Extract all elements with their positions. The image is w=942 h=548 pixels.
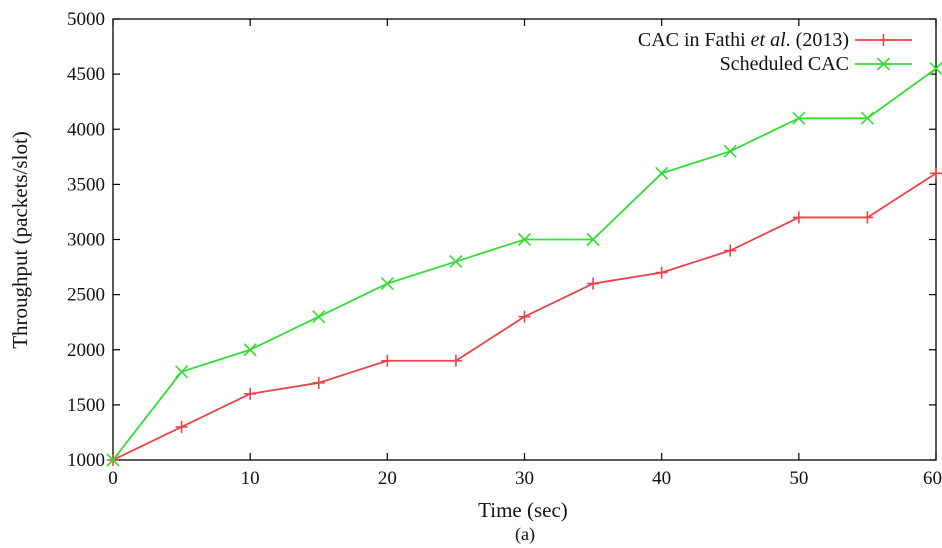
series-1-point [381,354,394,367]
x-axis-label: Time (sec) [478,498,568,522]
y-tick-label: 4500 [67,64,105,85]
x-tick-label: 0 [108,468,118,489]
y-tick-label: 3500 [67,174,105,195]
y-tick-label: 2000 [67,340,105,361]
series-2-point [106,453,120,467]
series-1 [107,167,942,466]
x-tick-label: 20 [378,468,397,489]
axes: 1000 1500 2000 2500 3000 3500 4000 4500 5000 0 10 2… [67,9,942,489]
series-layer [106,62,942,467]
legend-text-italic: et al [751,29,786,51]
legend-label-2: Scheduled CAC [720,53,849,75]
series-2-point [929,62,942,76]
x-tick-label: 10 [241,468,260,489]
series-2-point [175,365,189,379]
series-2-point [792,111,806,125]
legend-label-1: CAC in Fathi et al. (2013) [638,29,849,51]
legend-text-tail: . (2013) [786,29,849,51]
series-1-point [861,211,874,224]
x-tick-label: 60 [923,468,942,489]
series-2-point [860,111,874,125]
series-2-point [243,343,257,357]
series-1-point [312,376,325,389]
series-2 [106,62,942,467]
legend-text: CAC in Fathi [638,29,751,51]
legend-marker-2 [876,57,891,71]
series-1-point [175,420,188,433]
x-tick-label: 30 [515,468,534,489]
y-tick-label: 1500 [67,395,105,416]
y-tick-label: 1000 [67,450,105,471]
series-2-point [723,144,737,158]
series-1-point [655,266,668,279]
series-1-point [724,244,737,257]
legend-marker-1 [877,34,890,46]
x-tick-label: 50 [789,468,808,489]
series-1-point [792,211,805,224]
legend: CAC in Fathi et al. (2013)Scheduled CAC [638,29,912,75]
series-1-point [587,277,600,290]
x-tick-label: 40 [652,468,671,489]
series-2-point [449,254,463,269]
series-1-point [518,310,531,323]
y-tick-label: 2500 [67,285,105,306]
figure-caption: (a) [515,524,535,545]
series-1-point [244,387,257,400]
series-2-point [517,232,532,247]
y-tick-label: 3000 [67,230,105,251]
series-2-point [655,166,669,180]
y-tick-label: 4000 [67,119,105,140]
series-1-point [449,354,462,367]
series-2-point [380,277,394,291]
y-axis-label: Throughput (packets/slot) [8,131,32,349]
legend-text: Scheduled CAC [720,53,849,75]
series-2-point [586,232,600,247]
series-1-point [930,167,942,180]
series-2-point [312,310,326,324]
y-tick-label: 5000 [67,9,105,30]
